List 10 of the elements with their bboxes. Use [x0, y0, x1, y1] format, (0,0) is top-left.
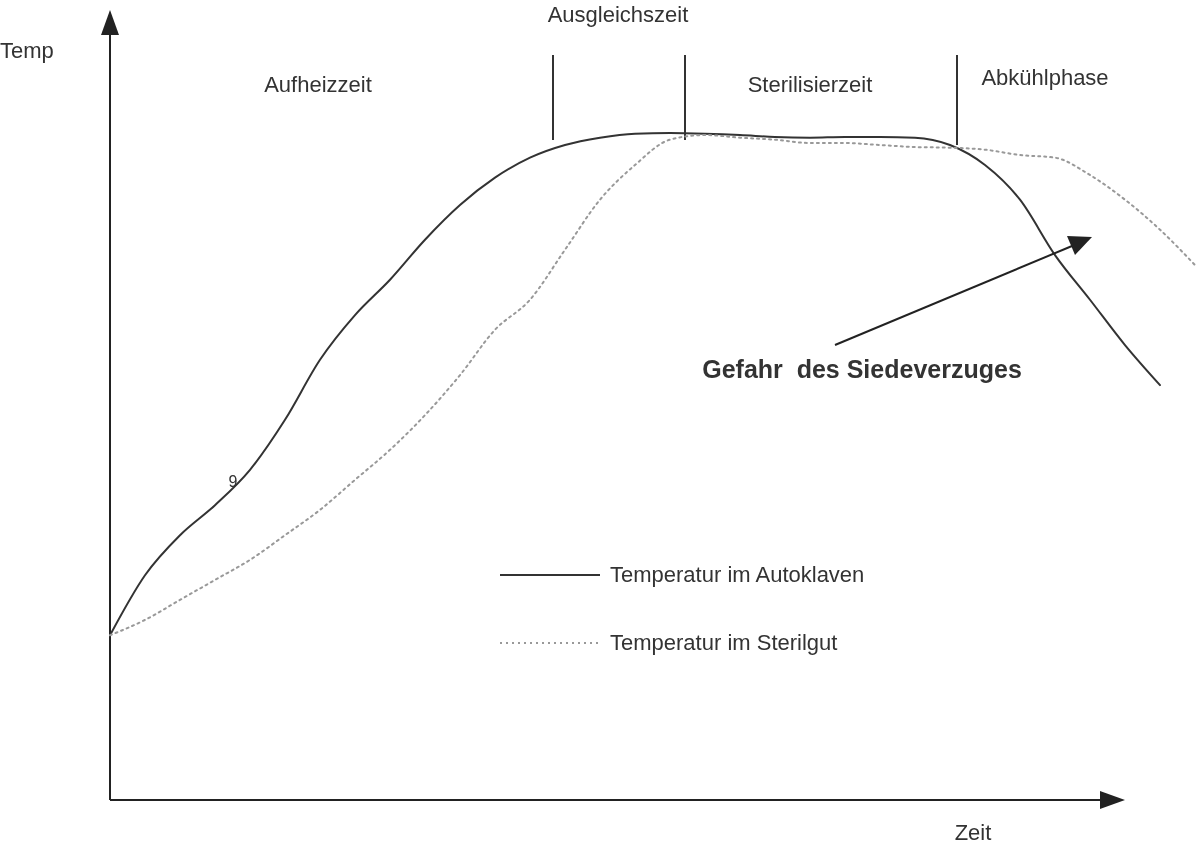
annotation: Gefahr des Siedeverzuges	[702, 355, 1022, 383]
text: Aufheizzeit	[264, 72, 372, 97]
legend-label: Temperatur im Sterilgut	[610, 630, 838, 655]
legend-label: Temperatur im Autoklaven	[610, 562, 865, 587]
y-axis-title: Temp	[0, 38, 54, 63]
x-axis-title: Zeit	[954, 820, 992, 844]
annotation: 9	[228, 473, 238, 490]
text: Abkühlphase	[981, 65, 1109, 90]
text: Ausgleichszeit	[547, 2, 689, 27]
text: Sterilisierzeit	[747, 72, 873, 97]
